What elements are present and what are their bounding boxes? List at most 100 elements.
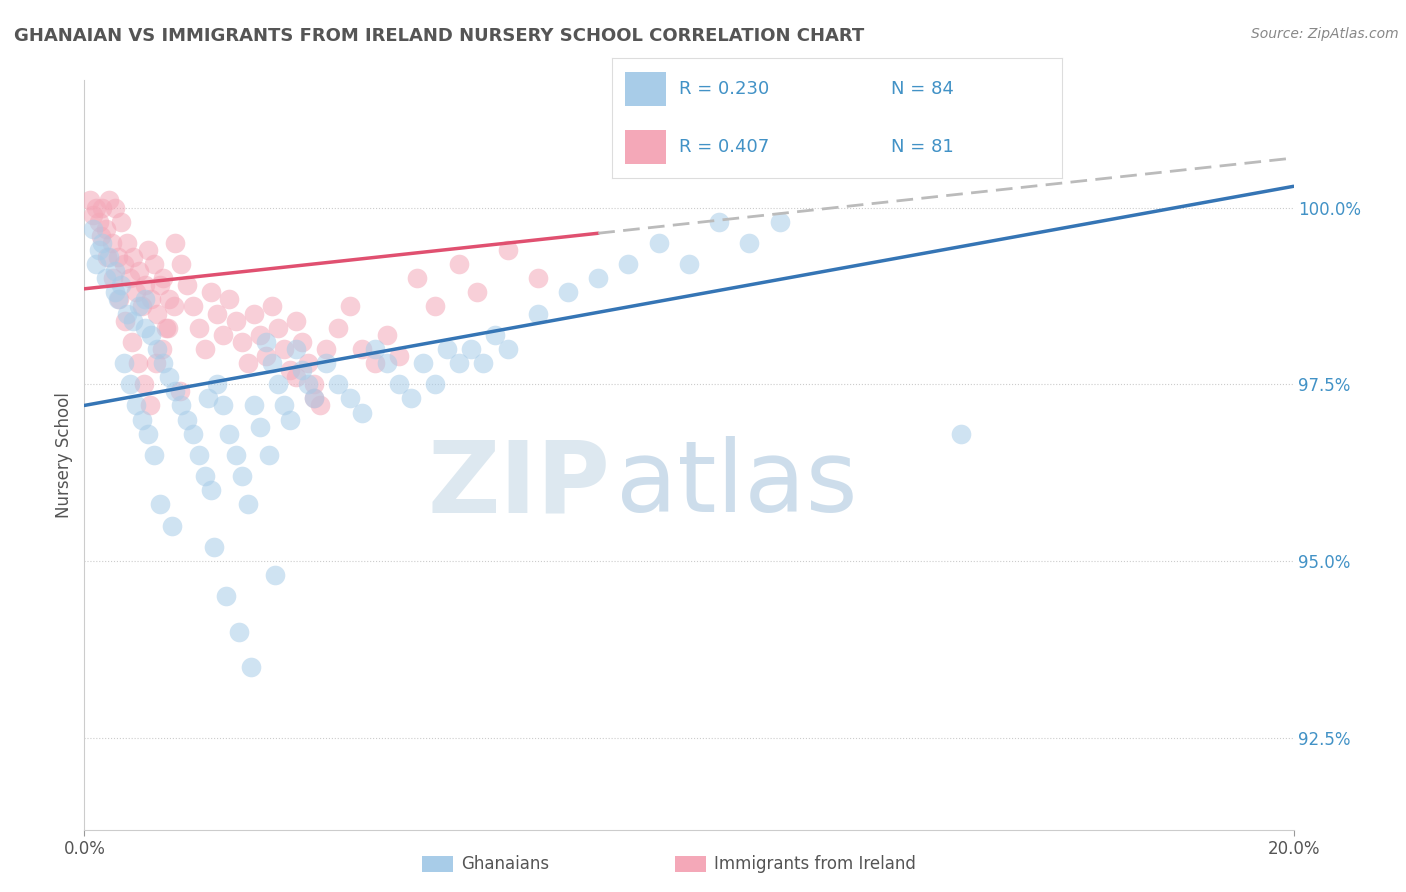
Point: [176, 412, 198, 426]
Point: [588, 271, 610, 285]
Y-axis label: Nursery School: Nursery School: [55, 392, 73, 518]
Point: [110, 214, 132, 228]
Point: [302, 377, 325, 392]
Point: [134, 278, 156, 293]
Text: Immigrants from Ireland: Immigrants from Ireland: [714, 855, 917, 873]
Point: [91, 235, 114, 250]
Point: [121, 313, 143, 327]
Point: [648, 235, 671, 250]
Point: [352, 342, 374, 356]
Point: [236, 356, 259, 370]
Point: [155, 320, 177, 334]
Point: [165, 235, 187, 250]
Point: [242, 399, 264, 413]
Point: [200, 483, 222, 498]
Point: [212, 399, 235, 413]
Point: [134, 320, 156, 334]
Point: [128, 264, 150, 278]
Point: [128, 300, 150, 314]
Text: Ghanaians: Ghanaians: [461, 855, 550, 873]
Point: [104, 201, 127, 215]
Point: [472, 356, 495, 370]
Point: [215, 589, 238, 603]
Point: [254, 349, 277, 363]
Point: [86, 201, 108, 215]
Point: [157, 370, 180, 384]
Point: [121, 250, 143, 264]
Point: [242, 307, 264, 321]
Point: [82, 208, 104, 222]
Text: N = 81: N = 81: [890, 138, 953, 156]
Point: [136, 243, 159, 257]
Text: GHANAIAN VS IMMIGRANTS FROM IRELAND NURSERY SCHOOL CORRELATION CHART: GHANAIAN VS IMMIGRANTS FROM IRELAND NURS…: [14, 27, 865, 45]
Point: [449, 356, 471, 370]
Point: [163, 300, 186, 314]
Point: [302, 392, 325, 406]
Point: [363, 342, 385, 356]
Text: Source: ZipAtlas.com: Source: ZipAtlas.com: [1251, 27, 1399, 41]
Point: [82, 221, 104, 235]
Point: [423, 377, 446, 392]
Point: [181, 426, 204, 441]
Point: [118, 271, 141, 285]
Point: [375, 327, 398, 342]
Point: [152, 271, 174, 285]
Bar: [626, 130, 665, 164]
Point: [263, 568, 285, 582]
Point: [181, 300, 204, 314]
Point: [170, 257, 193, 271]
Point: [202, 540, 225, 554]
Point: [449, 257, 471, 271]
Point: [125, 285, 148, 300]
Point: [131, 412, 153, 426]
Point: [257, 448, 280, 462]
Point: [110, 278, 132, 293]
Point: [115, 307, 138, 321]
Point: [315, 356, 337, 370]
Text: ZIP: ZIP: [427, 436, 610, 533]
Point: [285, 313, 308, 327]
Point: [225, 313, 247, 327]
Point: [150, 342, 173, 356]
Point: [90, 228, 112, 243]
Point: [460, 342, 482, 356]
Point: [315, 342, 337, 356]
Point: [104, 285, 127, 300]
Point: [114, 313, 136, 327]
Point: [132, 377, 155, 392]
Point: [146, 342, 169, 356]
Point: [136, 426, 159, 441]
Point: [328, 377, 350, 392]
Point: [278, 412, 301, 426]
Point: [79, 194, 101, 208]
Point: [260, 356, 283, 370]
Point: [125, 399, 148, 413]
Point: [291, 363, 314, 377]
Point: [769, 214, 792, 228]
Point: [236, 497, 259, 511]
Point: [399, 392, 422, 406]
Point: [527, 271, 550, 285]
Point: [115, 235, 138, 250]
Point: [118, 377, 141, 392]
Point: [406, 271, 429, 285]
Point: [339, 300, 361, 314]
Point: [678, 257, 700, 271]
Point: [145, 356, 167, 370]
Point: [328, 320, 350, 334]
Point: [950, 426, 973, 441]
Point: [107, 250, 129, 264]
Point: [484, 327, 506, 342]
Point: [139, 293, 162, 307]
Point: [231, 469, 253, 483]
Point: [188, 448, 211, 462]
Point: [96, 250, 118, 264]
Point: [207, 377, 229, 392]
Point: [176, 278, 198, 293]
Point: [339, 392, 361, 406]
Point: [436, 342, 458, 356]
Point: [218, 426, 240, 441]
Point: [291, 334, 314, 349]
Point: [138, 399, 160, 413]
Point: [278, 363, 301, 377]
